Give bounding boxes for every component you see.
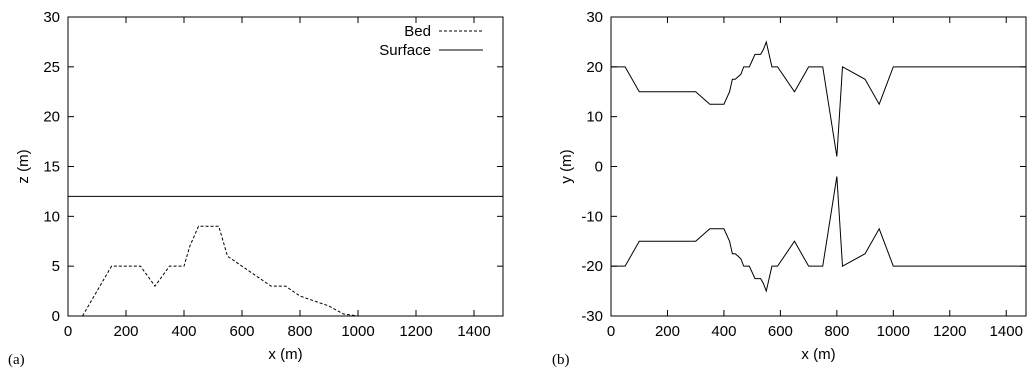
series-line-upper [611,40,1026,157]
y-axis-label: z (m) [15,149,32,183]
y-tick-label: -30 [581,308,603,325]
x-tick-label: 1400 [457,323,490,340]
y-axis-label: y (m) [558,149,575,183]
x-axis-label: x (m) [268,346,302,363]
y-tick-label: 30 [586,9,603,26]
x-axis-label: x (m) [801,346,835,363]
plot-frame [67,16,504,317]
y-tick-label: 20 [43,109,60,126]
legend-label: Surface [379,42,431,59]
panel-label: (a) [8,352,25,368]
x-tick-label: 200 [655,323,680,340]
y-tick-label: 0 [52,308,60,325]
x-tick-label: 400 [711,323,736,340]
x-tick-label: 1000 [341,323,374,340]
x-tick-label: 800 [287,323,312,340]
y-tick-label: 15 [43,159,60,176]
x-tick-label: 1000 [877,323,910,340]
y-tick-label: 0 [595,159,603,176]
y-tick-label: -10 [581,208,603,225]
plot-frame [610,16,1027,317]
chart-panel-b: 0 200 400 600 800 1000 1200 1400 -30 -20 -10 0 10 20 3… [552,9,1027,368]
y-tick-label: 30 [43,9,60,26]
legend: Bed Surface [379,23,483,59]
y-tick-label: 5 [52,258,60,275]
y-tick-label: 20 [586,59,603,76]
series-line-lower [611,176,1026,293]
panel-label: (b) [552,352,570,368]
series-line-bed [82,225,359,317]
x-tick-label: 0 [64,323,72,340]
x-tick-label: 1200 [399,323,432,340]
y-tick-label: 10 [586,109,603,126]
x-tick-label: 200 [113,323,138,340]
y-tick-label: -20 [581,258,603,275]
x-tick-label: 600 [768,323,793,340]
y-tick-label: 25 [43,59,60,76]
x-tick-label: 800 [824,323,849,340]
chart-panel-a: 0 200 400 600 800 1000 1200 1400 0 5 10 15 20 25 30 x (… [8,9,504,368]
y-tick-label: 10 [43,208,60,225]
x-tick-label: 0 [607,323,615,340]
legend-label: Bed [404,23,431,40]
x-tick-label: 1200 [933,323,966,340]
x-tick-label: 400 [171,323,196,340]
x-tick-label: 600 [229,323,254,340]
x-tick-label: 1400 [990,323,1023,340]
